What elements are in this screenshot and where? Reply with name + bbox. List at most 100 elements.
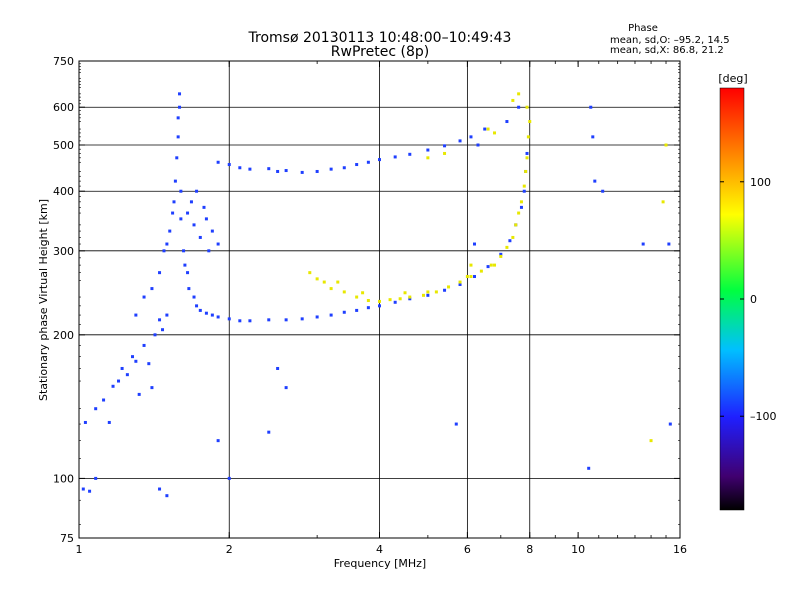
- scatter-point: [355, 295, 359, 299]
- scatter-point: [408, 152, 412, 156]
- colorbar-tick-label: 100: [750, 176, 771, 189]
- scatter-point: [664, 143, 668, 147]
- scatter-point: [134, 313, 138, 317]
- scatter-point: [102, 398, 106, 402]
- scatter-point: [186, 211, 190, 215]
- scatter-point: [189, 200, 193, 204]
- scatter-point: [198, 235, 202, 239]
- scatter-point: [366, 299, 370, 303]
- y-tick-label: 500: [53, 139, 74, 152]
- scatter-point: [183, 263, 187, 267]
- scatter-point: [198, 308, 202, 312]
- scatter-point: [505, 245, 509, 249]
- scatter-point: [267, 167, 271, 171]
- scatter-point: [150, 386, 154, 390]
- scatter-point: [267, 318, 271, 322]
- scatter-point: [161, 328, 165, 332]
- scatter-point: [499, 252, 503, 256]
- scatter-point: [125, 373, 129, 377]
- scatter-point: [171, 211, 175, 215]
- x-tick-label: 16: [673, 543, 687, 556]
- x-tick-label: 6: [464, 543, 471, 556]
- x-tick-label: 1: [76, 543, 83, 556]
- scatter-point: [150, 287, 154, 291]
- scatter-point: [342, 290, 346, 294]
- scatter-point: [526, 135, 530, 139]
- scatter-point: [514, 223, 518, 227]
- scatter-point: [178, 92, 182, 96]
- scatter-point: [173, 179, 177, 183]
- scatter-point: [517, 105, 521, 109]
- scatter-point: [186, 271, 190, 275]
- scatter-point: [378, 158, 381, 162]
- scatter-point: [508, 239, 512, 243]
- scatter-point: [267, 430, 271, 434]
- scatter-point: [486, 265, 490, 269]
- scatter-point: [329, 167, 333, 171]
- scatter-point: [192, 295, 196, 299]
- scatter-point: [426, 148, 430, 152]
- scatter-point: [165, 242, 169, 246]
- scatter-point: [142, 343, 146, 347]
- scatter-point: [366, 306, 370, 310]
- title-line-1: Tromsø 20130113 10:48:00–10:49:43: [248, 30, 512, 46]
- y-tick-label: 750: [53, 55, 74, 68]
- scatter-point: [443, 144, 447, 148]
- scatter-point: [443, 288, 447, 292]
- scatter-point: [421, 293, 425, 297]
- scatter-point: [403, 291, 407, 295]
- scatter-point: [355, 163, 359, 167]
- scatter-point: [137, 392, 141, 396]
- scatter-point: [134, 359, 138, 363]
- scatter-point: [175, 156, 179, 160]
- colorbar-tick-label: –100: [750, 410, 777, 423]
- scatter-point: [479, 269, 483, 273]
- scatter-point: [668, 422, 672, 426]
- scatter-point: [336, 280, 340, 284]
- scatter-point: [434, 290, 438, 294]
- scatter-point: [329, 287, 333, 291]
- scatter-point: [94, 407, 98, 411]
- scatter-point: [426, 293, 430, 297]
- scatter-point: [176, 135, 180, 139]
- scatter-point: [661, 200, 665, 204]
- scatter-point: [195, 189, 199, 193]
- scatter-point: [329, 313, 333, 317]
- scatter-point: [489, 263, 493, 267]
- x-axis: 1 2 4 6 8 10 16: [76, 61, 687, 556]
- title-line-2: RwPretec (8p): [331, 44, 429, 60]
- scatter-point: [493, 263, 497, 267]
- scatter-point: [524, 169, 528, 173]
- scatter-point: [667, 242, 671, 246]
- scatter-point: [300, 317, 304, 321]
- scatter-point: [511, 235, 515, 239]
- y-tick-label: 600: [53, 101, 74, 114]
- scatter-point: [426, 290, 430, 294]
- scatter-point: [131, 355, 135, 359]
- scatter-point: [472, 242, 476, 246]
- scatter-point: [94, 476, 98, 480]
- scatter-point: [511, 98, 515, 102]
- scatter-point: [248, 319, 252, 323]
- colorbar-unit-label: [deg]: [718, 72, 747, 85]
- scatter-point: [593, 179, 597, 183]
- scatter-point: [528, 120, 532, 124]
- scatter-point: [120, 366, 124, 370]
- scatter-point: [525, 151, 529, 155]
- scatter-point: [601, 189, 605, 193]
- scatter-point: [182, 249, 186, 253]
- scatter-point: [519, 200, 523, 204]
- scatter-point: [207, 249, 211, 253]
- scatter-point: [107, 420, 111, 424]
- colorbar-tick-label: 0: [750, 293, 757, 306]
- scatter-point: [517, 92, 521, 96]
- gridlines: [79, 61, 680, 538]
- scatter-point: [192, 223, 196, 227]
- scatter-point: [454, 422, 458, 426]
- scatter-point: [517, 211, 521, 215]
- y-tick-label: 200: [53, 329, 74, 342]
- scatter-point: [522, 189, 526, 193]
- scatter-point: [216, 439, 220, 443]
- scatter-point: [476, 143, 480, 147]
- scatter-point: [342, 310, 346, 314]
